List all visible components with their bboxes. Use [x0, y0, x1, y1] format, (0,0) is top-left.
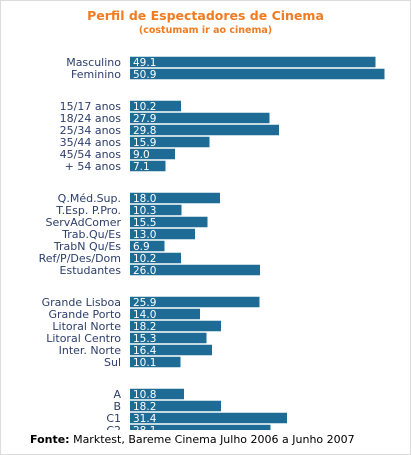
category-label: Feminino [71, 68, 121, 81]
value-label: 18.2 [133, 401, 156, 413]
bar-2-0 [130, 192, 220, 204]
source-text: Marktest, Bareme Cinema Julho 2006 a Jun… [73, 433, 355, 446]
bar-2-2 [130, 216, 208, 228]
value-label: 14.0 [133, 309, 156, 321]
category-label: Grande Porto [48, 308, 121, 321]
chart-subtitle: (costumam ir ao cinema) [138, 25, 273, 36]
value-label: 9.0 [133, 149, 150, 161]
bar-1-2 [130, 124, 279, 136]
bar-chart: Masculino 49.1 Feminino 50.9 15/17 anos 10.2 1… [39, 56, 385, 430]
category-label: Inter. Norte [59, 344, 122, 357]
bar-4-3 [130, 424, 271, 430]
category-label: Masculino [66, 56, 121, 69]
bar-1-1 [130, 112, 270, 124]
bar-0-0 [130, 56, 376, 68]
category-label: Grande Lisboa [42, 296, 121, 309]
category-label: Ref/P/Des/Dom [39, 252, 121, 265]
value-label: 28.1 [133, 425, 156, 430]
value-label: 16.4 [133, 345, 157, 357]
value-label: 10.1 [133, 357, 156, 369]
value-label: 50.9 [133, 69, 156, 81]
bar-1-0 [130, 100, 181, 112]
bar-2-5 [130, 252, 181, 264]
bar-2-1 [130, 204, 182, 216]
value-label: 25.9 [133, 297, 156, 309]
value-label: 15.3 [133, 333, 156, 345]
bar-1-4 [130, 148, 175, 160]
value-label: 6.9 [133, 241, 150, 253]
value-label: 18.2 [133, 321, 156, 333]
chart-title: Perfil de Espectadores de Cinema [87, 8, 324, 23]
bar-0-1 [130, 68, 385, 80]
value-label: 10.2 [133, 253, 156, 265]
value-label: 26.0 [133, 265, 156, 277]
value-label: 29.8 [133, 125, 156, 137]
source-label: Fonte: [30, 433, 70, 446]
bar-2-4 [130, 240, 165, 252]
bar-3-4 [130, 344, 212, 356]
bar-3-2 [130, 320, 221, 332]
bar-2-3 [130, 228, 195, 240]
value-label: 10.2 [133, 101, 156, 113]
category-label: C1 [106, 412, 121, 425]
category-label: Litoral Centro [46, 332, 121, 345]
value-label: 7.1 [133, 161, 150, 173]
bar-4-0 [130, 388, 184, 400]
value-label: 49.1 [133, 57, 156, 69]
bar-3-5 [130, 356, 181, 368]
bar-1-5 [130, 160, 166, 172]
value-label: 15.9 [133, 137, 156, 149]
category-label: Trab.Qu/Es [61, 228, 121, 241]
category-label: 35/44 anos [60, 136, 122, 149]
category-label: C2 [106, 424, 121, 430]
category-label: Litoral Norte [52, 320, 121, 333]
value-label: 10.8 [133, 389, 156, 401]
category-label: 25/34 anos [60, 124, 122, 137]
category-label: B [113, 400, 121, 413]
category-label: ServAdComer [45, 216, 121, 229]
bar-1-3 [130, 136, 210, 148]
category-label: T.Esp. P.Pro. [55, 204, 121, 217]
bar-2-6 [130, 264, 260, 276]
category-label: TrabN Qu/Es [53, 240, 121, 253]
category-label: A [113, 388, 121, 401]
category-label: Estudantes [60, 264, 122, 277]
category-label: Q.Méd.Sup. [58, 192, 121, 205]
value-label: 10.3 [133, 205, 156, 217]
value-label: 18.0 [133, 193, 156, 205]
value-label: 27.9 [133, 113, 156, 125]
value-label: 31.4 [133, 413, 157, 425]
value-label: 13.0 [133, 229, 156, 241]
bar-3-3 [130, 332, 207, 344]
bar-3-0 [130, 296, 260, 308]
category-label: 15/17 anos [60, 100, 122, 113]
category-label: 18/24 anos [60, 112, 122, 125]
source-line: Fonte: Marktest, Bareme Cinema Julho 200… [30, 433, 355, 446]
category-label: Sul [104, 356, 121, 369]
value-label: 15.5 [133, 217, 156, 229]
category-label: + 54 anos [65, 160, 122, 173]
category-label: 45/54 anos [60, 148, 122, 161]
bar-4-1 [130, 400, 221, 412]
bar-4-2 [130, 412, 287, 424]
bar-3-1 [130, 308, 200, 320]
